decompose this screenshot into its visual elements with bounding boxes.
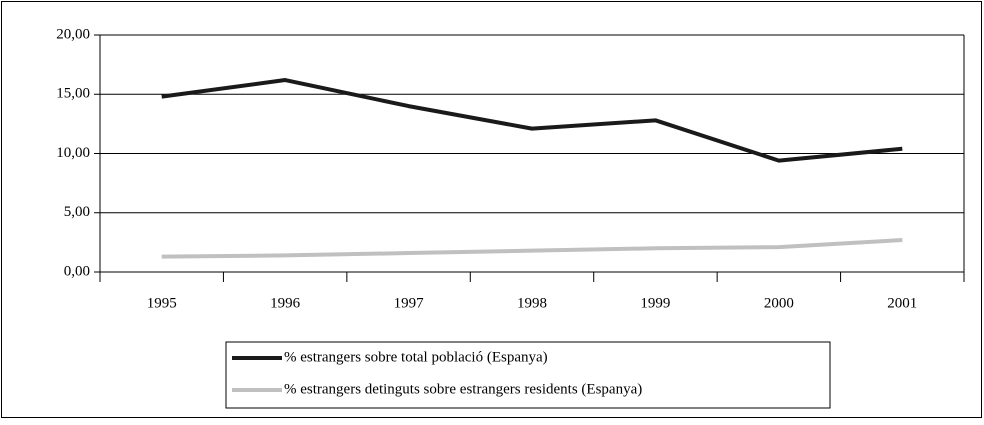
y-tick-label: 20,00 <box>56 26 90 42</box>
series-line <box>161 78 903 163</box>
legend-label: % estrangers sobre total població (Espan… <box>284 349 548 365</box>
y-tick-label: 10,00 <box>56 145 90 161</box>
legend-label: % estrangers detinguts sobre estrangers … <box>284 381 642 397</box>
x-tick-label: 1997 <box>394 295 425 311</box>
x-tick-label: 1995 <box>147 295 177 311</box>
y-tick-label: 0,00 <box>64 263 90 279</box>
legend-box <box>225 341 831 409</box>
x-tick-label: 1996 <box>270 295 301 311</box>
x-tick-label: 2001 <box>887 295 917 311</box>
x-tick-label: 2000 <box>764 295 794 311</box>
x-tick-label: 1999 <box>640 295 670 311</box>
y-tick-label: 15,00 <box>56 86 90 102</box>
series-line <box>161 238 903 259</box>
y-tick-label: 5,00 <box>64 204 90 220</box>
x-tick-label: 1998 <box>517 295 547 311</box>
chart-border <box>1 1 982 418</box>
